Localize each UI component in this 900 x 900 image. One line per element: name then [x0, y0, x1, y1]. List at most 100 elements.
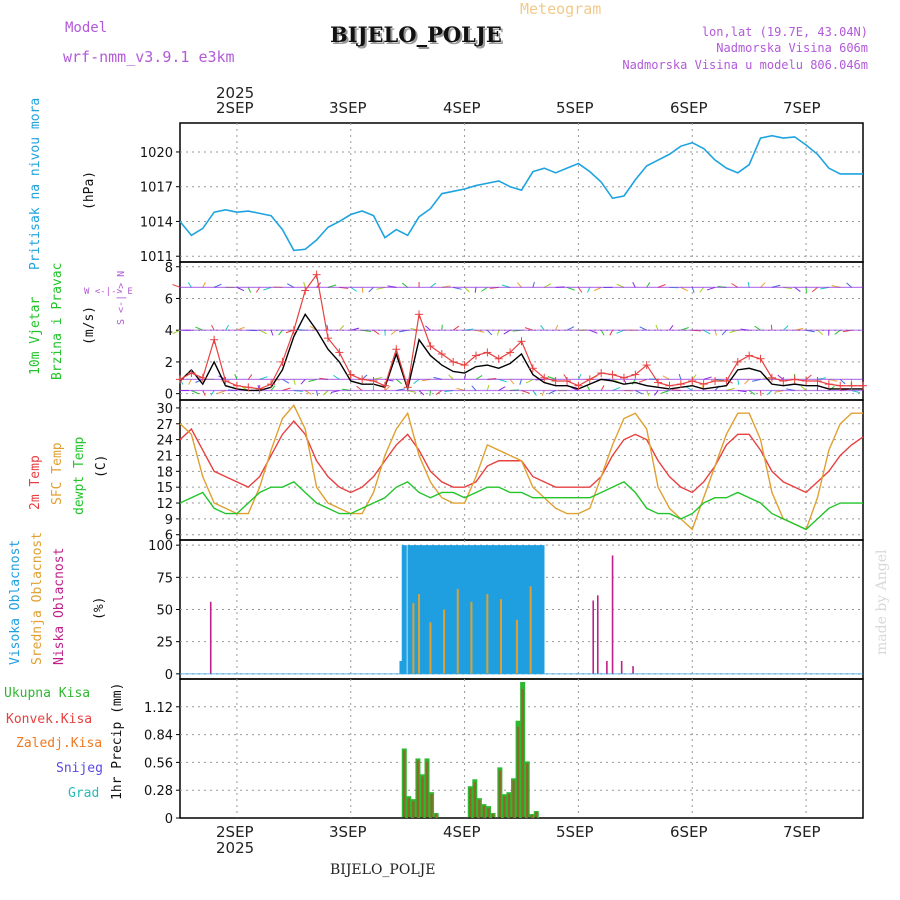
wind-arrow: [846, 282, 852, 288]
cloud-bar: [534, 545, 540, 674]
wind-arrow: [525, 378, 534, 384]
wind-arrow: [754, 325, 761, 331]
model-elevation: Nadmorska Visina u modelu 806.046m: [622, 58, 868, 72]
precip-conv-bar: [407, 798, 411, 818]
wind-arrow: [202, 281, 206, 288]
top-day-label: 7SEP: [783, 99, 821, 117]
temp-line-1: [179, 404, 863, 531]
cloud-bar: [443, 609, 446, 674]
wind-arrow: [303, 281, 306, 288]
wind-arrow: [270, 330, 274, 336]
y-tick-label: 25: [156, 636, 173, 651]
wind-arrow: [471, 385, 477, 391]
wind-arrow: [401, 282, 408, 288]
wind-arrow: [805, 374, 812, 380]
wind-arrow: [300, 379, 306, 385]
model-label: Model: [65, 20, 108, 36]
wind-arrow: [172, 329, 181, 334]
wind-arrow: [304, 390, 312, 395]
cloud-bar: [486, 594, 489, 674]
wind-arrow: [632, 281, 636, 288]
wind-arrow: [701, 385, 705, 391]
top-day-label: 6SEP: [670, 99, 708, 117]
cloud-bar: [475, 545, 481, 674]
y-tick-label: 15: [156, 481, 173, 496]
cloud-bar: [412, 603, 415, 674]
wind-arrow: [395, 378, 402, 385]
precip-conv-bar: [503, 796, 506, 818]
wind-arrow: [646, 390, 650, 396]
wind-arrow: [587, 287, 591, 293]
cloud-bar: [421, 545, 427, 674]
legend-snow: Snijeg: [56, 761, 103, 776]
wind-arrow: [691, 287, 695, 293]
wind-arrow: [361, 287, 364, 293]
wind-arrow: [496, 330, 500, 336]
wind-arrow: [714, 330, 717, 336]
precip-conv-bar: [434, 814, 438, 818]
cloud-bar: [525, 545, 531, 674]
meteogram-label: Meteogram: [520, 0, 602, 18]
cloud-bar: [516, 545, 522, 674]
wind-arrow: [475, 375, 483, 380]
wind-arrow: [356, 385, 363, 391]
cloud-bar: [407, 545, 413, 674]
footer-station: BIJELO_POLJE: [330, 862, 436, 878]
wind-arrow: [464, 287, 470, 293]
wind-arrow: [703, 329, 711, 335]
wind-arrow: [766, 390, 773, 396]
wind-arrow: [747, 281, 750, 288]
cloud-bar: [425, 545, 431, 674]
wind-arrow: [586, 385, 591, 391]
wind-arrow: [800, 385, 807, 391]
legend-conv-rain: Konvek.Kisa: [6, 712, 93, 727]
wind-arrow: [452, 325, 460, 331]
wind-arrow: [498, 386, 506, 391]
cloud-bar: [430, 545, 436, 674]
wind-arrow: [646, 282, 651, 288]
top-day-label: 5SEP: [556, 99, 594, 117]
wind-arrow: [541, 390, 545, 396]
wind-arrow: [187, 282, 192, 288]
wind-arrow: [430, 282, 437, 288]
y-tick-label: 8: [165, 261, 173, 276]
wind-arrow: [578, 287, 583, 293]
wind-arrow: [699, 287, 705, 293]
wind-arrow: [737, 379, 740, 385]
y-tick-label: 0.84: [144, 729, 173, 744]
bottom-day-label: 7SEP: [783, 823, 821, 841]
wind-arrow: [413, 378, 420, 385]
page-title: BIJELO_POLJE: [330, 22, 502, 47]
cloud-bar: [512, 545, 518, 674]
y-tick-label: 1017: [140, 181, 173, 196]
wind-arrow: [373, 329, 380, 335]
cloud-bar: [471, 545, 477, 674]
wind-arrow: [282, 378, 290, 384]
y-tick-label: 1014: [140, 215, 173, 230]
cloud-bar: [462, 545, 468, 674]
y-tick-label: 1020: [140, 146, 173, 161]
wind-arrow: [429, 390, 431, 396]
cloud-bar: [489, 545, 495, 674]
top-day-label: 2SEP: [216, 99, 254, 117]
precip-conv-bar: [416, 760, 420, 818]
wind-arrow: [486, 385, 490, 391]
wind-arrow: [517, 282, 522, 288]
wind-arrow: [384, 385, 391, 391]
wind-arrow: [577, 373, 582, 380]
wind-arrow: [669, 324, 674, 331]
wind-arrow: [247, 374, 253, 380]
cloud-bar: [611, 555, 614, 674]
legend-graupel: Grad: [68, 786, 100, 801]
wind-arrow: [519, 379, 522, 385]
wind-arrow: [834, 329, 841, 335]
cloud-bar: [596, 595, 599, 674]
top-day-label: 4SEP: [443, 99, 481, 117]
wind-arrow: [326, 324, 329, 331]
cloud-bar: [209, 601, 212, 674]
wind-mean-line: [179, 313, 863, 392]
wind-arrow: [210, 390, 215, 396]
y-tick-label: 24: [156, 434, 173, 449]
wind-arrow: [255, 287, 261, 293]
